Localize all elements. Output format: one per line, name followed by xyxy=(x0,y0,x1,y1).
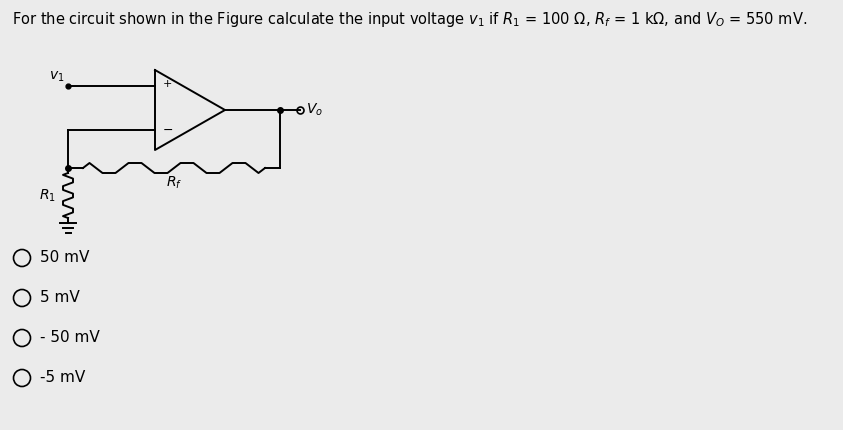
Text: +: + xyxy=(163,79,172,89)
Text: - 50 mV: - 50 mV xyxy=(40,331,99,345)
Text: For the circuit shown in the Figure calculate the input voltage $v_1$ if $R_1$ =: For the circuit shown in the Figure calc… xyxy=(12,10,808,29)
Text: $R_f$: $R_f$ xyxy=(166,175,182,191)
Text: $v_1$: $v_1$ xyxy=(49,70,64,84)
Text: 5 mV: 5 mV xyxy=(40,291,80,305)
Text: −: − xyxy=(163,123,174,136)
Text: $V_o$: $V_o$ xyxy=(306,102,323,118)
Text: $R_1$: $R_1$ xyxy=(39,187,56,204)
Text: -5 mV: -5 mV xyxy=(40,371,85,386)
Text: 50 mV: 50 mV xyxy=(40,251,89,265)
